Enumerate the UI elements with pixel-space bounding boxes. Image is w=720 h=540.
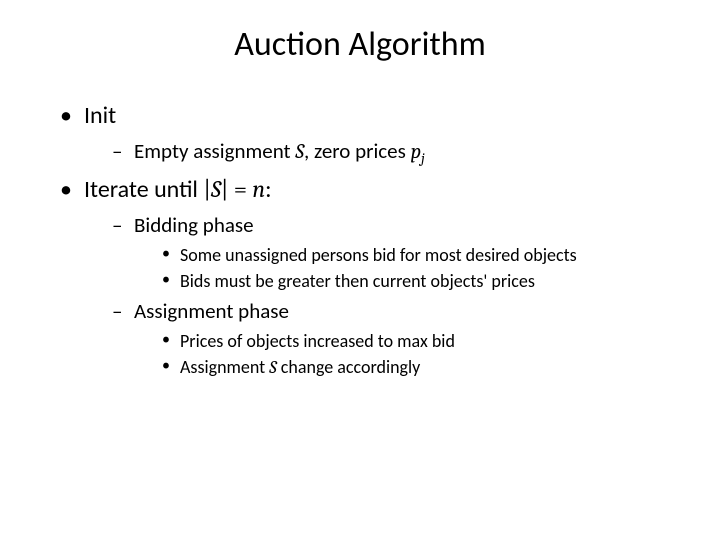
- math-n: n: [252, 175, 265, 203]
- slide: Auction Algorithm Init Empty assignment …: [0, 0, 720, 540]
- bullet-list-level1: Init Empty assignment S, zero prices pj …: [40, 101, 680, 378]
- math-S-assign: S: [269, 357, 276, 378]
- assign2-pre: Assignment: [180, 356, 269, 378]
- math-eq: =: [229, 175, 253, 203]
- math-S: S: [295, 140, 304, 164]
- math-sub-j: j: [421, 150, 425, 167]
- assignment-label: Assignment phase: [134, 298, 289, 324]
- assignment-sublist: Prices of objects increased to max bid A…: [134, 330, 680, 378]
- bid-detail-1: Some unassigned persons bid for most des…: [162, 244, 680, 266]
- iterate-colon: :: [265, 175, 271, 204]
- item-assignment-phase: Assignment phase Prices of objects incre…: [112, 298, 680, 378]
- bidding-sublist: Some unassigned persons bid for most des…: [134, 244, 680, 292]
- assign-detail-1: Prices of objects increased to max bid: [162, 330, 680, 352]
- item-iterate: Iterate until |S| = n: Bidding phase Som…: [60, 175, 680, 378]
- math-S-iterate: S: [211, 175, 221, 203]
- init-empty-assignment: Empty assignment S, zero prices pj: [112, 138, 680, 167]
- math-p: p: [411, 140, 422, 164]
- math-bar-open: |: [203, 175, 211, 203]
- item-init: Init Empty assignment S, zero prices pj: [60, 101, 680, 167]
- assign-detail-2: Assignment S change accordingly: [162, 356, 680, 378]
- assign2-post: change accordingly: [277, 356, 421, 378]
- item-bidding-phase: Bidding phase Some unassigned persons bi…: [112, 212, 680, 292]
- slide-title: Auction Algorithm: [40, 24, 680, 65]
- bidding-label: Bidding phase: [134, 212, 254, 238]
- iterate-pre: Iterate until: [84, 175, 203, 204]
- init-sublist: Empty assignment S, zero prices pj: [84, 138, 680, 167]
- bid-detail-2: Bids must be greater then current object…: [162, 270, 680, 292]
- math-bar-close: |: [221, 175, 229, 203]
- text-empty-assignment: Empty assignment: [134, 138, 295, 164]
- text-zero-prices: , zero prices: [304, 138, 411, 164]
- iterate-sublist: Bidding phase Some unassigned persons bi…: [84, 212, 680, 378]
- init-label: Init: [84, 101, 116, 130]
